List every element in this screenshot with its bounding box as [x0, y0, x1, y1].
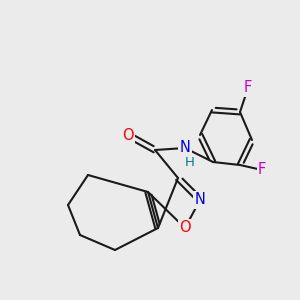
- Text: H: H: [185, 157, 195, 169]
- Text: O: O: [122, 128, 134, 142]
- Text: N: N: [180, 140, 190, 155]
- Text: F: F: [258, 163, 266, 178]
- Text: N: N: [195, 193, 206, 208]
- Text: O: O: [179, 220, 191, 236]
- Text: F: F: [244, 80, 252, 95]
